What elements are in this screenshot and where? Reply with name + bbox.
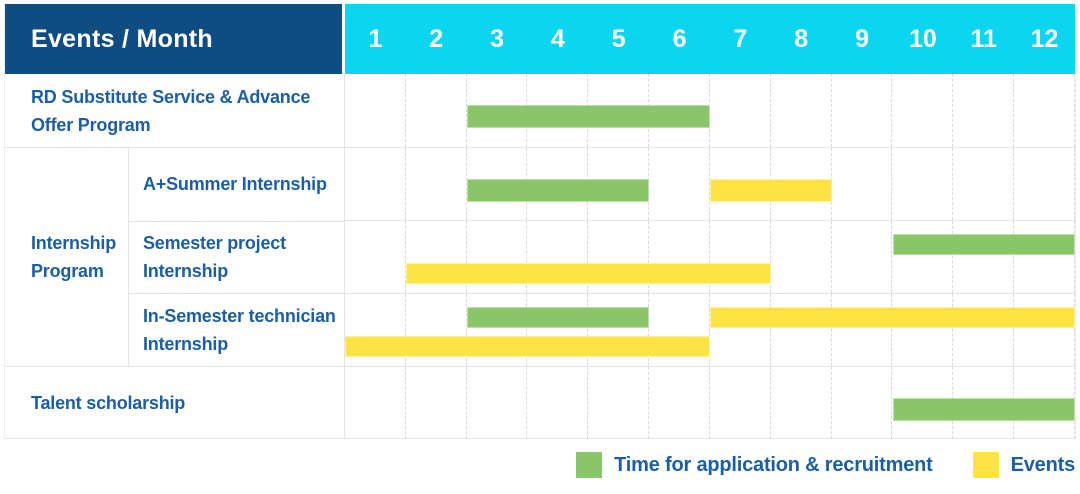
month-grid-cell (953, 221, 1015, 293)
month-header-cell: 2 (429, 24, 444, 53)
month-grid-cell (406, 148, 467, 220)
month-header-cell: 4 (550, 24, 565, 53)
month-grid-cell (771, 74, 832, 147)
legend-item-application: Time for application & recruitment (576, 452, 933, 478)
month-header-cell: 7 (733, 24, 748, 53)
month-grid-cell (892, 148, 954, 220)
gantt-bar-green (466, 105, 710, 128)
month-grid-cell (710, 221, 771, 293)
gantt-bar-green (466, 307, 650, 328)
chart-row (345, 74, 1075, 147)
month-grid-cell (892, 221, 954, 293)
gantt-bar-green (892, 398, 1075, 421)
chart-row (345, 220, 1075, 293)
gantt-bar-yellow (710, 179, 832, 202)
month-grid-cell (710, 294, 771, 366)
month-grid-cell (406, 221, 467, 293)
month-grid-cell (345, 294, 406, 366)
legend-label-events: Events (1010, 453, 1076, 476)
events-month-header-cell: Events / Month (5, 4, 342, 74)
legend-green-swatch-icon (576, 452, 603, 478)
month-grid-cell (1014, 74, 1075, 147)
month-grid-cell (832, 74, 893, 147)
month-grid-cell (345, 148, 406, 220)
month-grid-cell (406, 294, 467, 366)
month-header-cell: 5 (611, 24, 626, 53)
chart-row (345, 293, 1075, 366)
row-label-semester-project: Semester project Internship (129, 220, 344, 294)
month-grid-cell (771, 367, 832, 439)
month-grid-cell (345, 367, 406, 439)
month-grid-cell (588, 367, 650, 439)
month-grid-cell (832, 367, 893, 439)
month-grid-cell (832, 221, 893, 293)
gantt-bar-yellow (710, 307, 1075, 328)
month-grid-cell (588, 294, 650, 366)
month-grid-cell (832, 294, 893, 366)
internship-sublabels: A+Summer Internship Semester project Int… (129, 148, 344, 366)
legend-yellow-swatch-icon (972, 452, 999, 478)
month-grid-cell (1014, 148, 1075, 220)
month-grid-cell (527, 367, 589, 439)
month-grid-cell (953, 74, 1015, 147)
month-grid-cell (1014, 294, 1075, 366)
month-header-row: 1 2 3 4 5 6 7 8 9 10 11 12 (345, 4, 1075, 74)
legend: Time for application & recruitment Event… (576, 452, 1075, 478)
month-grid-cell (406, 367, 467, 439)
group-label-internship-program: Internship Program (5, 148, 129, 366)
table-header-row: Events / Month 1 2 3 4 5 6 7 8 9 10 11 12 (5, 4, 1075, 74)
month-grid-cell (710, 74, 771, 147)
month-grid-cell (649, 294, 710, 366)
month-grid-cell (771, 221, 832, 293)
month-grid-cell (345, 221, 406, 293)
month-grid-cell (771, 294, 832, 366)
month-grid-cell (527, 221, 589, 293)
month-header-cell: 12 (1030, 24, 1059, 53)
row-label-rd-substitute: RD Substitute Service & Advance Offer Pr… (31, 86, 311, 135)
month-header-cell: 6 (672, 24, 687, 53)
row-label-a-plus-summer: A+Summer Internship (143, 174, 327, 195)
gantt-bar-yellow (405, 263, 771, 284)
month-grid-cell (953, 148, 1015, 220)
month-grid-cell (588, 221, 650, 293)
legend-label-application: Time for application & recruitment (614, 453, 933, 476)
internship-program-group: Internship Program A+Summer Internship S… (5, 147, 344, 366)
chart-row (345, 147, 1075, 220)
month-header-cell: 11 (970, 24, 997, 53)
month-header-cell: 9 (855, 24, 869, 53)
row-label-column: RD Substitute Service & Advance Offer Pr… (5, 74, 345, 439)
month-grid-cell (1014, 221, 1075, 293)
schedule-table: Events / Month 1 2 3 4 5 6 7 8 9 10 11 12 RD Substi… (4, 4, 1076, 439)
month-grid-cell (649, 148, 710, 220)
gantt-bar-green (892, 234, 1075, 255)
month-grid-cell (527, 294, 589, 366)
month-grid-cell (406, 74, 467, 147)
month-grid-cell (892, 294, 954, 366)
row-label-in-semester-technician: In-Semester technician Internship (129, 293, 344, 366)
month-grid-cell (345, 74, 406, 147)
month-grid-cell (710, 367, 771, 439)
month-grid-cell (649, 221, 710, 293)
gantt-bar-green (466, 179, 650, 202)
month-grid-cell (649, 367, 710, 439)
header-divider (342, 4, 345, 74)
month-grid-cell (467, 294, 528, 366)
row-label-talent-scholarship: Talent scholarship (5, 366, 344, 439)
gantt-bar-yellow (345, 336, 710, 357)
legend-item-events: Events (972, 452, 1076, 478)
month-header-cell: 10 (908, 24, 937, 53)
month-header-cell: 3 (490, 24, 505, 53)
month-grid-cell (892, 74, 954, 147)
chart-row (345, 366, 1075, 439)
month-grid-cell (953, 294, 1015, 366)
month-grid-cell (467, 221, 528, 293)
table-body: RD Substitute Service & Advance Offer Pr… (5, 74, 1075, 439)
month-grid-cell (832, 148, 893, 220)
month-grid-cell (467, 367, 528, 439)
month-header-cell: 1 (368, 24, 383, 53)
month-header-cell: 8 (794, 24, 809, 53)
gantt-chart-area (345, 74, 1075, 439)
